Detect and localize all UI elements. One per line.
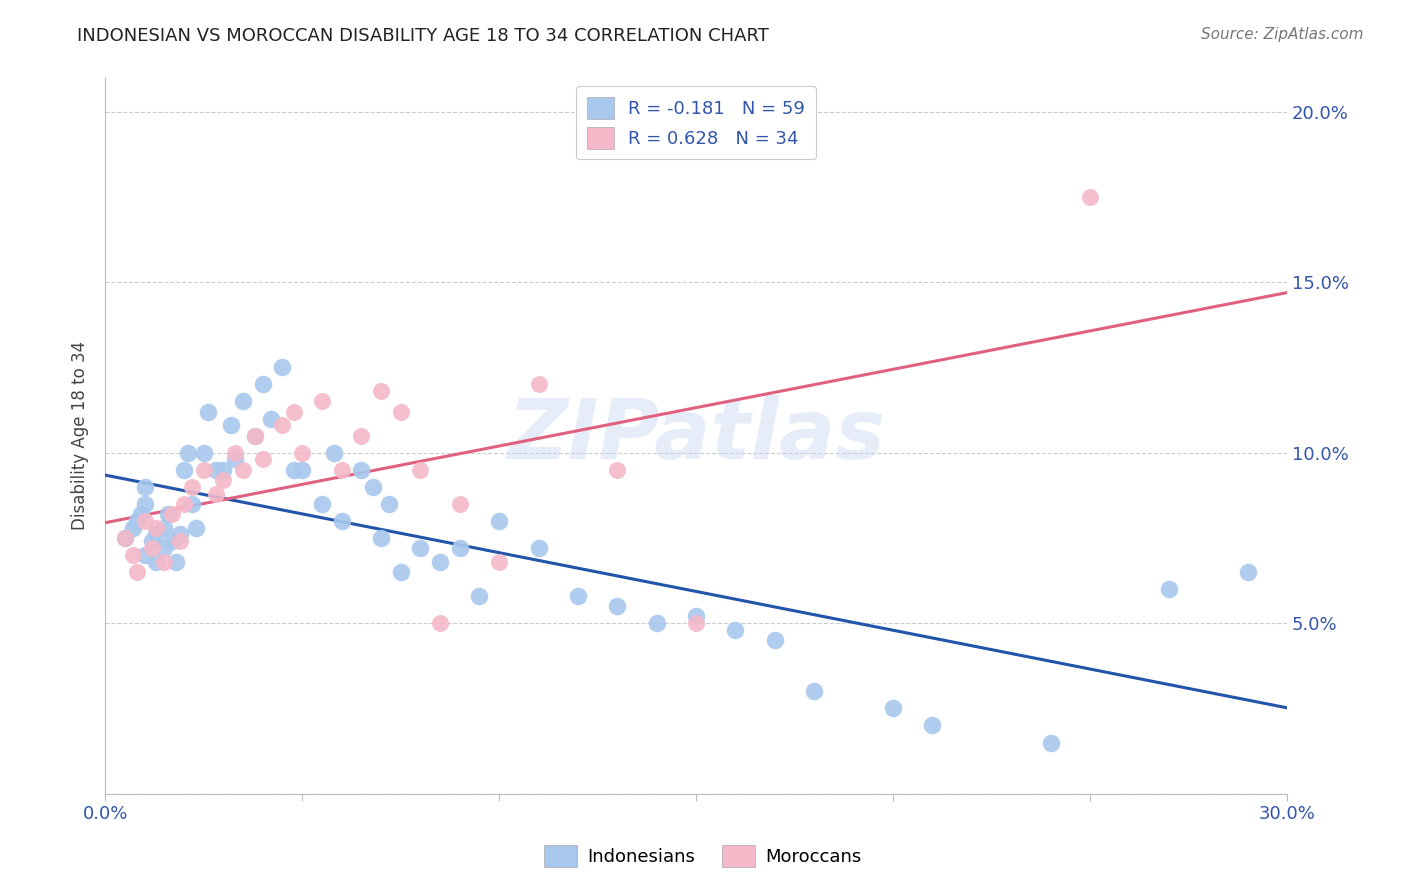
Point [243, 428, 266, 442]
Point [153, 555, 176, 569]
Point [271, 418, 294, 433]
Point [260, 411, 283, 425]
Point [193, 463, 215, 477]
Point [219, 418, 242, 433]
Point [882, 701, 904, 715]
Point [330, 463, 353, 477]
Point [121, 521, 143, 535]
Point [685, 609, 707, 624]
Point [134, 514, 156, 528]
Point [134, 480, 156, 494]
Point [212, 463, 235, 477]
Point [291, 445, 314, 459]
Text: Source: ZipAtlas.com: Source: ZipAtlas.com [1201, 27, 1364, 42]
Point [1039, 735, 1062, 749]
Point [204, 486, 226, 500]
Point [180, 480, 202, 494]
Point [378, 497, 401, 511]
Point [125, 565, 148, 579]
Point [193, 445, 215, 459]
Point [212, 473, 235, 487]
Point [177, 445, 200, 459]
Point [160, 534, 183, 549]
Y-axis label: Disability Age 18 to 34: Disability Age 18 to 34 [72, 341, 89, 530]
Point [165, 555, 187, 569]
Point [252, 452, 274, 467]
Point [361, 480, 384, 494]
Point [271, 360, 294, 375]
Point [160, 507, 183, 521]
Point [252, 377, 274, 392]
Point [429, 616, 451, 631]
Point [409, 541, 432, 555]
Point [370, 384, 392, 399]
Point [197, 405, 219, 419]
Point [350, 428, 373, 442]
Point [1078, 190, 1101, 204]
Point [527, 377, 550, 392]
Point [173, 497, 195, 511]
Point [803, 684, 825, 698]
Point [141, 534, 163, 549]
Point [114, 531, 136, 545]
Point [488, 555, 510, 569]
Point [121, 548, 143, 562]
Point [145, 527, 167, 541]
Point [184, 521, 207, 535]
Point [134, 548, 156, 562]
Text: INDONESIAN VS MOROCCAN DISABILITY AGE 18 TO 34 CORRELATION CHART: INDONESIAN VS MOROCCAN DISABILITY AGE 18… [77, 27, 769, 45]
Point [243, 428, 266, 442]
Point [1157, 582, 1180, 596]
Point [145, 555, 167, 569]
Point [129, 507, 152, 521]
Point [169, 534, 191, 549]
Legend: R = -0.181   N = 59, R = 0.628   N = 34: R = -0.181 N = 59, R = 0.628 N = 34 [576, 87, 815, 160]
Point [283, 405, 305, 419]
Point [169, 527, 191, 541]
Point [350, 463, 373, 477]
Point [645, 616, 668, 631]
Point [724, 623, 747, 637]
Point [311, 497, 333, 511]
Point [527, 541, 550, 555]
Point [153, 541, 176, 555]
Point [232, 394, 254, 409]
Point [685, 616, 707, 631]
Point [389, 405, 412, 419]
Point [449, 497, 471, 511]
Point [232, 463, 254, 477]
Point [409, 463, 432, 477]
Point [488, 514, 510, 528]
Point [921, 718, 943, 732]
Point [1236, 565, 1258, 579]
Point [468, 589, 491, 603]
Point [370, 531, 392, 545]
Point [224, 452, 246, 467]
Point [449, 541, 471, 555]
Point [125, 514, 148, 528]
Point [173, 463, 195, 477]
Point [153, 521, 176, 535]
Point [330, 514, 353, 528]
Point [291, 463, 314, 477]
Point [114, 531, 136, 545]
Point [224, 445, 246, 459]
Point [145, 521, 167, 535]
Point [322, 445, 344, 459]
Point [283, 463, 305, 477]
Point [606, 599, 628, 613]
Point [389, 565, 412, 579]
Legend: Indonesians, Moroccans: Indonesians, Moroccans [537, 838, 869, 874]
Point [134, 497, 156, 511]
Text: ZIPatlas: ZIPatlas [508, 395, 884, 476]
Point [204, 463, 226, 477]
Point [157, 507, 180, 521]
Point [180, 497, 202, 511]
Point [606, 463, 628, 477]
Point [429, 555, 451, 569]
Point [763, 633, 786, 648]
Point [311, 394, 333, 409]
Point [567, 589, 589, 603]
Point [141, 541, 163, 555]
